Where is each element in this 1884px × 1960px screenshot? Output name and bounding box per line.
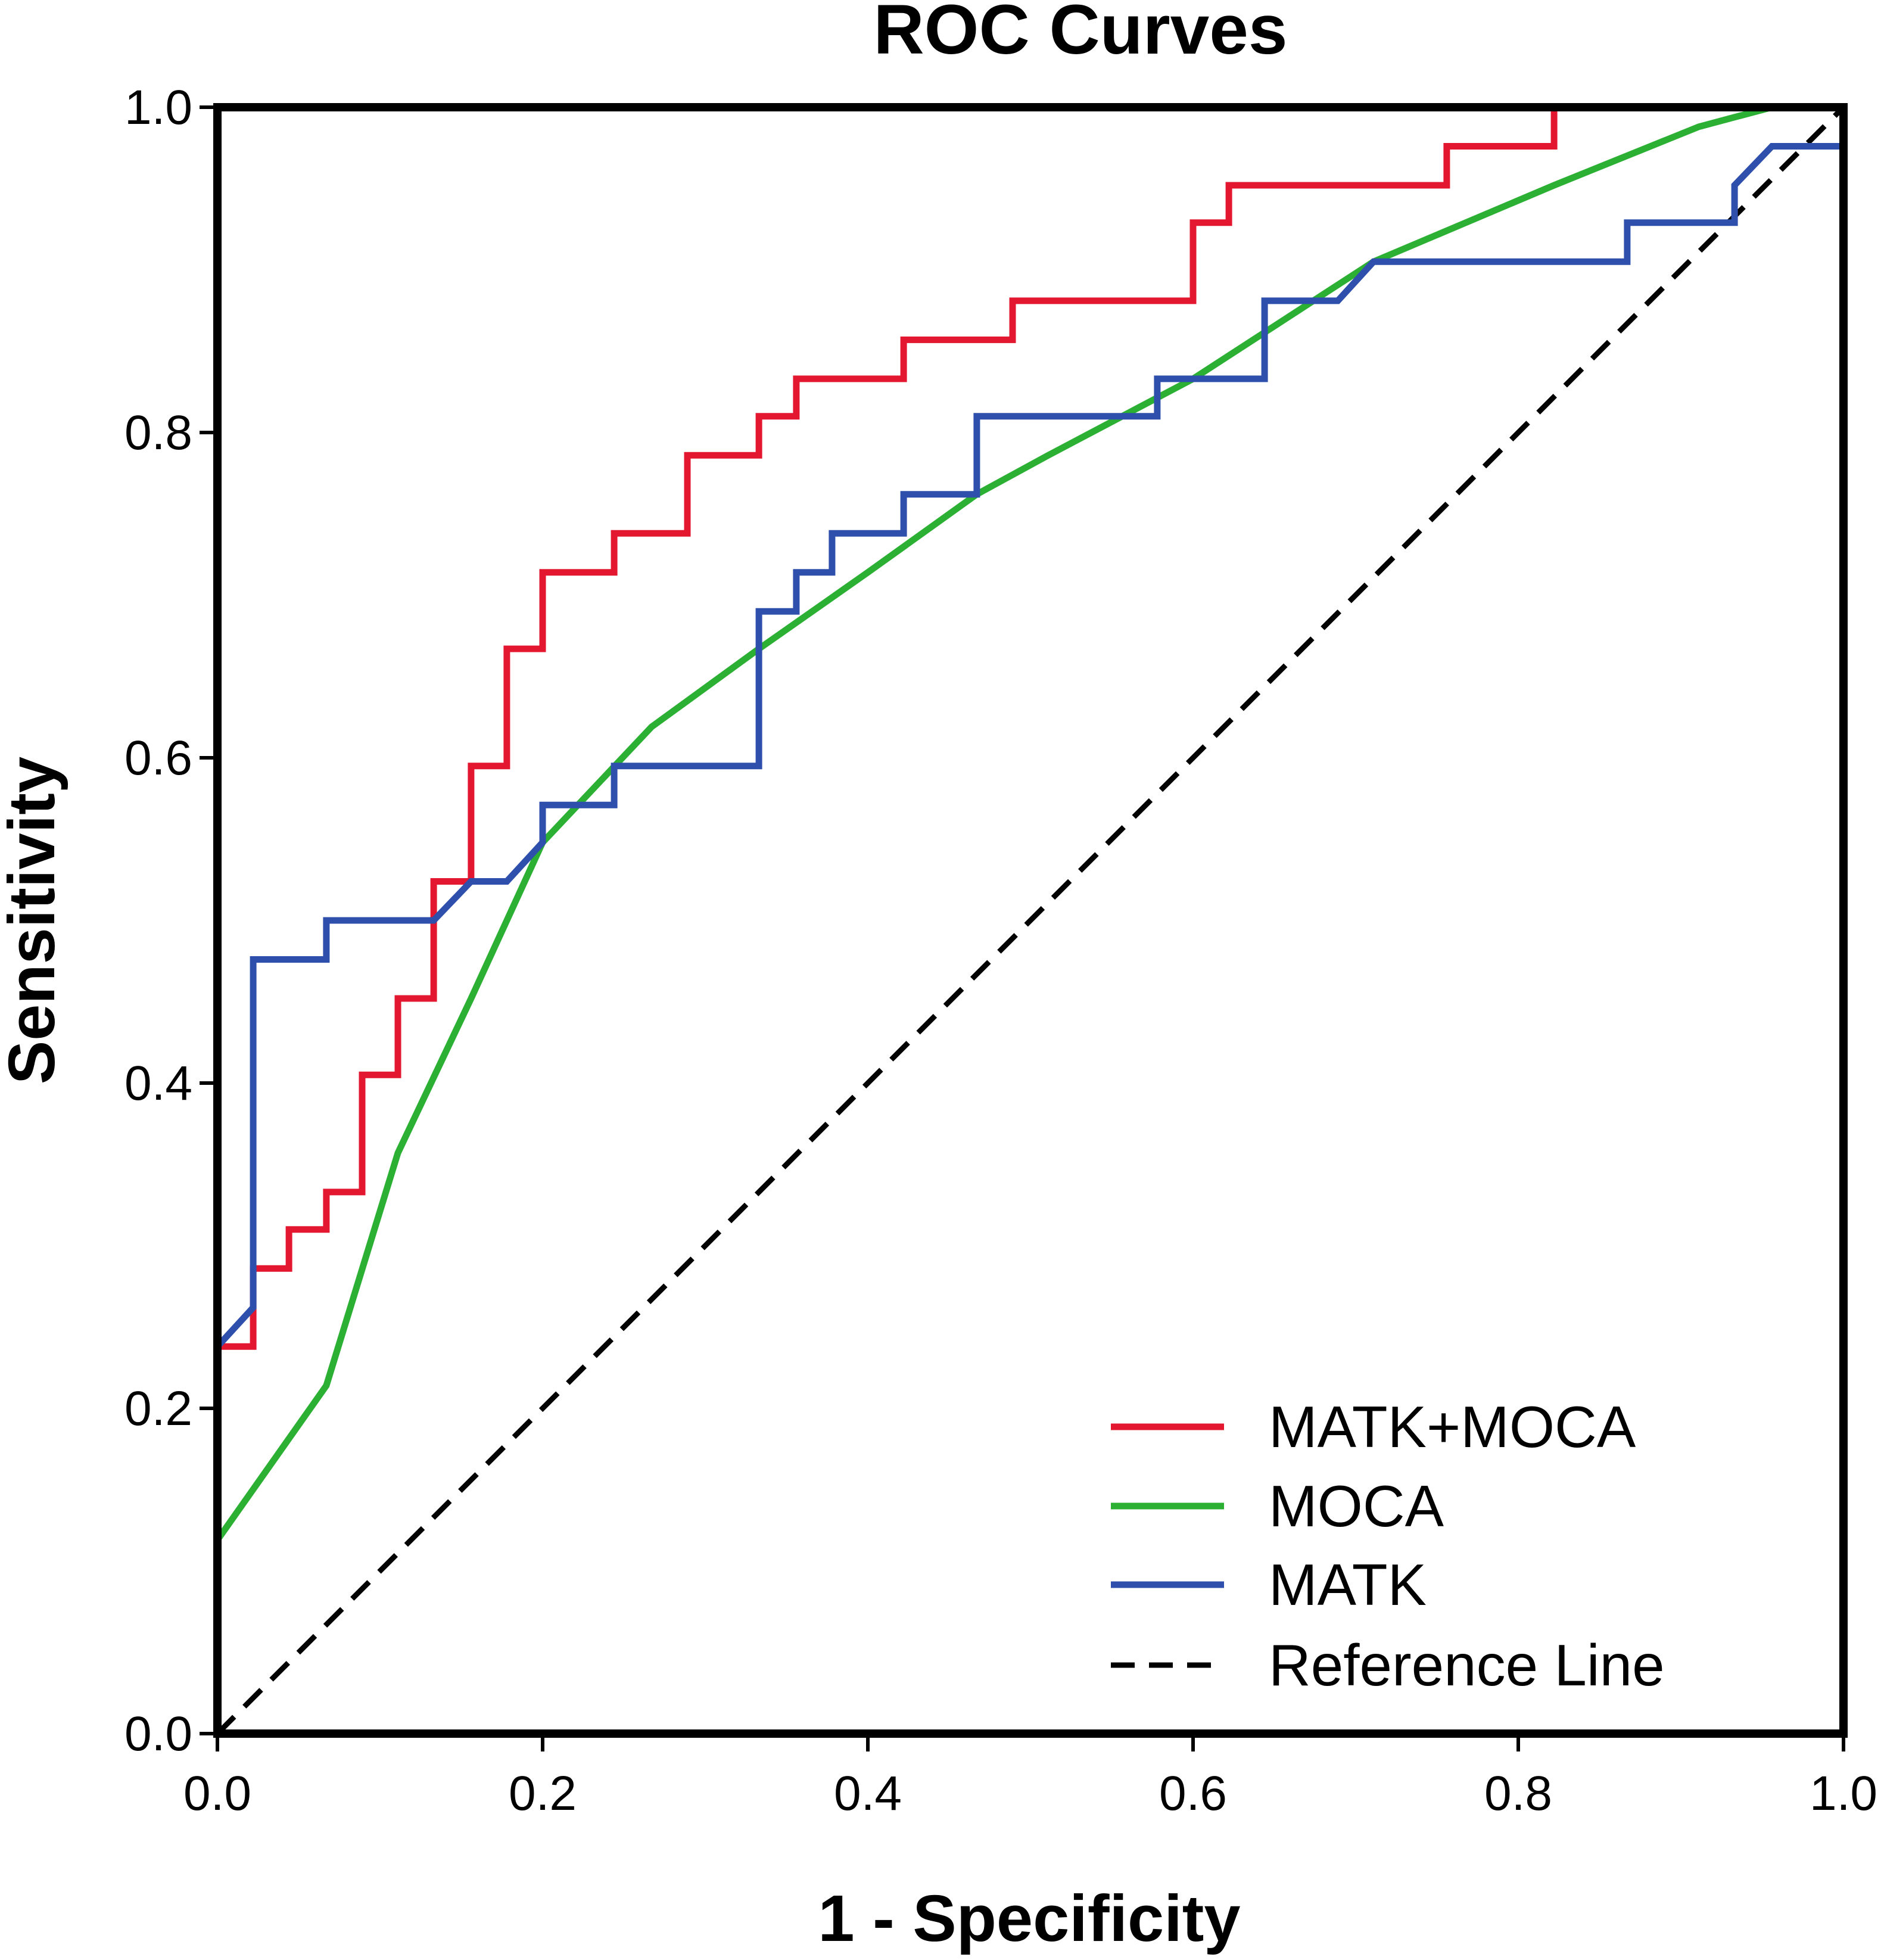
chart-title: ROC Curves — [873, 0, 1287, 69]
plot-frame — [213, 103, 1848, 1738]
legend-label-matk: MATK — [1269, 1552, 1427, 1617]
x-tick-label: 0.0 — [183, 1766, 251, 1821]
y-axis-ticks: 0.0 0.2 0.4 0.6 0.8 1.0 — [124, 80, 217, 1761]
y-tick-label: 0.0 — [124, 1707, 192, 1761]
y-tick-label: 0.8 — [124, 406, 192, 460]
y-tick-label: 0.6 — [124, 731, 192, 785]
x-tick-label: 0.2 — [509, 1766, 577, 1821]
series-line-matk — [214, 143, 1843, 1349]
series-line-moca — [214, 104, 1843, 1542]
legend-label-matk-moca: MATK+MOCA — [1269, 1394, 1636, 1460]
x-axis-title: 1 - Specificity — [818, 1882, 1240, 1955]
legend-label-moca: MOCA — [1269, 1473, 1444, 1539]
x-tick-label: 1.0 — [1810, 1766, 1877, 1821]
y-tick-label: 0.2 — [124, 1382, 192, 1436]
series-line-matk-moca — [214, 104, 1843, 1734]
y-tick-label: 0.4 — [124, 1056, 192, 1110]
x-tick-label: 0.6 — [1159, 1766, 1227, 1821]
x-tick-label: 0.8 — [1484, 1766, 1552, 1821]
series-layer — [214, 104, 1846, 1736]
x-tick-label: 0.4 — [834, 1766, 902, 1821]
y-axis-title: Sensitivity — [0, 757, 68, 1084]
x-axis-ticks: 0.0 0.2 0.4 0.6 0.8 1.0 — [183, 1734, 1877, 1821]
legend-label-reference-line: Reference Line — [1269, 1632, 1665, 1698]
y-tick-label: 1.0 — [124, 80, 192, 135]
series-line-reference-line — [215, 105, 1846, 1736]
chart-legend: MATK+MOCA MOCA MATK Reference Line — [1111, 1394, 1665, 1698]
